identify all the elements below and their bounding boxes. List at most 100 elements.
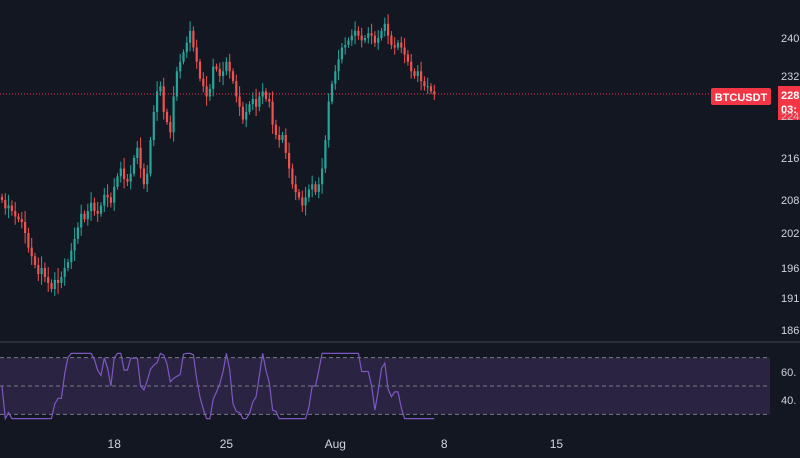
candle: [113, 178, 116, 211]
candle: [30, 237, 33, 265]
candle: [380, 28, 383, 41]
candle: [406, 50, 409, 66]
candle: [222, 61, 225, 86]
candle: [202, 72, 205, 93]
candle: [261, 82, 264, 105]
candle: [159, 81, 162, 96]
candle: [393, 37, 396, 55]
candle: [413, 68, 416, 79]
candle: [123, 158, 126, 189]
candle: [396, 39, 400, 51]
candle: [387, 14, 390, 45]
candle: [288, 142, 291, 178]
candle: [90, 192, 93, 221]
candle: [185, 36, 188, 58]
candle: [149, 136, 152, 177]
candle: [255, 88, 258, 116]
candle: [198, 58, 202, 82]
candle: [192, 26, 195, 52]
candle: [301, 190, 304, 212]
candle: [179, 53, 182, 79]
date-tick-label: 15: [550, 437, 564, 451]
candle: [139, 137, 142, 178]
candle: [314, 181, 317, 195]
candle: [225, 57, 228, 76]
price-axis[interactable]: 240 232 216 208 202 196 191 186: [781, 33, 799, 337]
candle: [126, 174, 129, 187]
candle: [321, 158, 324, 194]
candle: [109, 192, 112, 208]
candle: [360, 27, 363, 48]
candle: [0, 193, 4, 203]
last-price-label: 228: [781, 90, 799, 102]
last-price-badge: 228 03:: [778, 86, 800, 120]
candle: [43, 262, 46, 283]
candle: [162, 77, 165, 120]
candle: [410, 53, 413, 79]
candle: [175, 66, 178, 101]
candle: [146, 165, 149, 193]
candle: [24, 211, 27, 244]
candle: [17, 213, 20, 223]
candle: [152, 105, 155, 147]
candle: [357, 26, 360, 40]
rsi-pane: 60. 40.: [0, 352, 796, 421]
candle: [340, 42, 343, 64]
time-axis[interactable]: 11825Aug815: [0, 437, 564, 451]
candle: [50, 279, 53, 293]
candle: [334, 65, 337, 90]
candle: [423, 76, 426, 91]
candle: [106, 184, 109, 208]
countdown-label: 03:: [781, 104, 797, 116]
date-tick-label: Aug: [325, 437, 346, 451]
candle: [20, 212, 23, 229]
candle: [429, 83, 433, 95]
candle: [231, 68, 235, 84]
candle: [373, 31, 376, 47]
price-tick-label: 186: [781, 325, 799, 337]
candle: [208, 83, 211, 101]
candle: [324, 135, 327, 173]
candle: [10, 200, 13, 216]
candle: [165, 108, 169, 125]
candle: [337, 49, 340, 81]
candle: [377, 30, 380, 50]
candle: [317, 177, 320, 199]
candle: [390, 31, 393, 50]
rsi-tick-label: 40.: [781, 395, 796, 407]
pane-separator[interactable]: [0, 341, 800, 343]
price-tick-label: 202: [781, 228, 799, 240]
candle: [63, 258, 66, 286]
candle: [205, 76, 208, 106]
candle: [156, 81, 159, 122]
candle: [235, 74, 238, 103]
candle: [60, 271, 63, 289]
price-tick-label: 191: [781, 293, 799, 305]
price-tick-covered: 224: [781, 111, 799, 123]
candle: [136, 141, 139, 165]
candle: [132, 154, 136, 177]
candle: [47, 267, 50, 292]
candle: [258, 91, 261, 112]
candle: [142, 163, 145, 189]
candle: [182, 49, 185, 65]
candle: [278, 126, 281, 148]
candle: [281, 131, 284, 143]
candle: [195, 39, 198, 69]
candle: [354, 21, 357, 45]
candle: [99, 202, 103, 217]
candle: [96, 201, 99, 222]
candle: [347, 37, 350, 48]
candle: [14, 201, 17, 225]
candle: [189, 21, 192, 52]
candle: [284, 128, 287, 159]
candle: [426, 77, 429, 94]
candle: [212, 58, 215, 97]
rsi-line: [1, 352, 435, 421]
candle: [80, 204, 83, 236]
candle: [93, 197, 96, 216]
symbol-badge-label: BTCUSDT: [715, 92, 768, 104]
candle: [294, 175, 297, 200]
candle: [297, 188, 301, 201]
